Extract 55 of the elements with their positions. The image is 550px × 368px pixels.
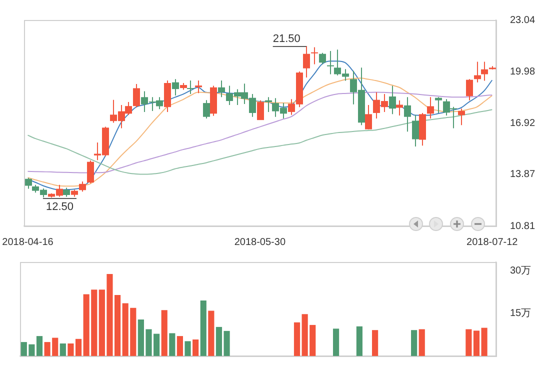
- bar: [36, 336, 43, 356]
- candlestick: [435, 96, 442, 114]
- y-tick-label: 15万: [510, 308, 532, 320]
- candlestick: [404, 96, 411, 132]
- x-tick-label: 2018-04-16: [2, 236, 54, 248]
- candlestick: [87, 160, 94, 184]
- bar: [294, 322, 300, 356]
- candlestick: [466, 78, 473, 101]
- candlestick: [187, 80, 194, 94]
- y-tick-label: 13.87: [510, 169, 536, 180]
- candlestick: [303, 45, 310, 78]
- line-series: [27, 109, 493, 175]
- candlestick: [172, 78, 179, 96]
- annotation: 12.50: [46, 201, 74, 214]
- candlestick: [396, 100, 403, 116]
- bar: [192, 339, 199, 356]
- candlestick: [133, 84, 140, 108]
- candlestick: [25, 177, 32, 190]
- y-tick-label: 16.92: [510, 118, 536, 129]
- x-tick-label: 2018-07-12: [466, 236, 518, 248]
- y-tick-label: 30万: [510, 265, 532, 276]
- bar: [60, 343, 66, 356]
- candlestick: [218, 80, 225, 98]
- bar: [466, 329, 472, 356]
- candlestick: [481, 61, 488, 82]
- candlestick: [458, 108, 465, 126]
- bar: [372, 330, 378, 356]
- x-tick-label: 2018-05-30: [234, 236, 286, 248]
- candlestick: [427, 96, 434, 120]
- bar: [200, 300, 206, 356]
- annotation: 21.50: [272, 33, 300, 46]
- bar: [473, 330, 480, 356]
- candlestick: [311, 46, 318, 65]
- bar: [169, 333, 176, 356]
- bar: [418, 329, 425, 356]
- candlestick: [412, 114, 419, 147]
- y-tick-label: 19.98: [510, 66, 536, 78]
- candlestick: [327, 50, 334, 75]
- bar: [184, 341, 191, 356]
- bar: [481, 328, 488, 356]
- bar: [411, 330, 418, 356]
- bar: [161, 310, 168, 356]
- candlestick: [203, 100, 210, 120]
- candlestick: [474, 61, 481, 83]
- candlestick: [319, 52, 326, 65]
- candlestick: [257, 100, 264, 121]
- y-tick-label: 23.04: [510, 14, 536, 26]
- bar: [356, 326, 362, 356]
- candlestick: [389, 85, 396, 115]
- candlestick: [79, 181, 86, 192]
- bar: [332, 328, 340, 356]
- bar: [208, 310, 214, 356]
- bar: [176, 336, 184, 356]
- y-tick-label: 10.81: [510, 220, 536, 232]
- candlestick: [365, 104, 372, 130]
